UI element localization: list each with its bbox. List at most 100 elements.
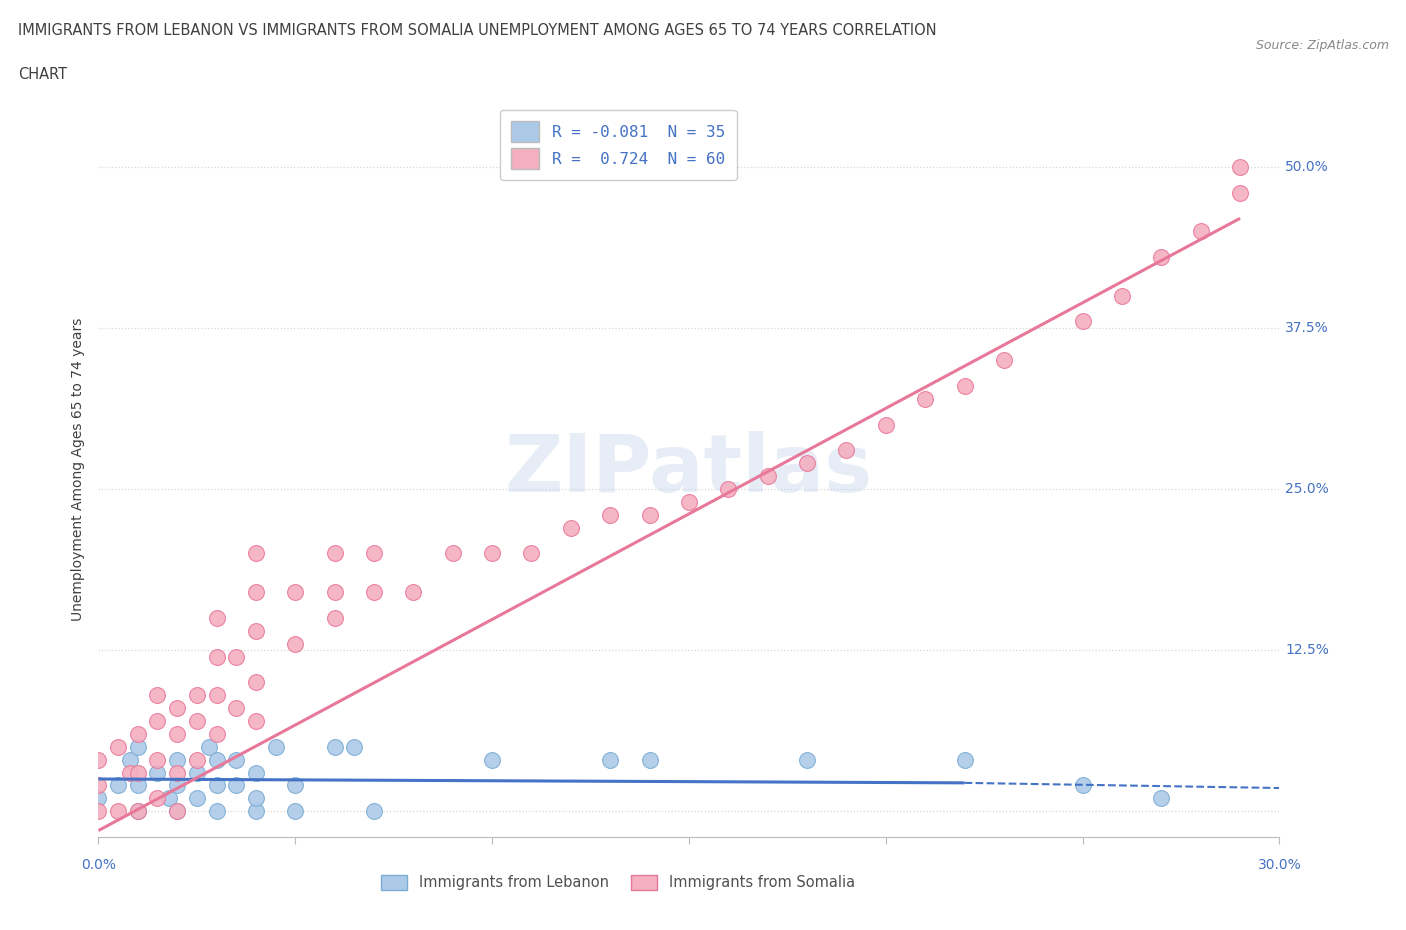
Point (205, 804, 228, 818)
Point (146, 752, 169, 767)
Point (146, 790, 169, 805)
Point (481, 752, 503, 767)
Text: 12.5%: 12.5% (1285, 644, 1329, 658)
Point (107, 804, 129, 818)
Point (284, 636, 307, 651)
Point (127, 765, 149, 780)
Point (166, 804, 188, 818)
Point (186, 752, 208, 767)
Point (205, 752, 228, 767)
Point (87, 804, 110, 818)
Point (225, 649, 247, 664)
Point (402, 585, 425, 600)
Point (107, 739, 129, 754)
Point (205, 726, 228, 741)
Point (796, 752, 818, 767)
Text: 30.0%: 30.0% (1257, 857, 1302, 871)
Point (186, 688, 208, 703)
Text: 37.5%: 37.5% (1285, 321, 1329, 335)
Point (323, 585, 346, 600)
Point (363, 585, 385, 600)
Text: CHART: CHART (18, 67, 67, 82)
Text: 0.0%: 0.0% (82, 857, 115, 871)
Point (953, 752, 976, 767)
Point (146, 765, 169, 780)
Point (245, 675, 267, 690)
Point (1229, 159, 1251, 174)
Point (225, 700, 247, 715)
Point (118, 765, 141, 780)
Point (205, 610, 228, 625)
Point (914, 392, 936, 406)
Point (441, 546, 464, 561)
Point (205, 649, 228, 664)
Point (1111, 288, 1133, 303)
Point (127, 739, 149, 754)
Point (953, 379, 976, 393)
Point (1150, 249, 1173, 264)
Text: Source: ZipAtlas.com: Source: ZipAtlas.com (1256, 39, 1389, 52)
Point (127, 726, 149, 741)
Point (796, 456, 818, 471)
Point (343, 739, 366, 754)
Point (166, 778, 188, 793)
Point (678, 495, 700, 510)
Point (166, 765, 188, 780)
Text: ZIPatlas: ZIPatlas (505, 431, 873, 509)
Point (1071, 314, 1094, 329)
Point (245, 765, 267, 780)
Point (993, 352, 1015, 367)
Point (284, 778, 307, 793)
Point (717, 482, 740, 497)
Point (363, 804, 385, 818)
Point (166, 804, 188, 818)
Point (245, 585, 267, 600)
Point (1229, 185, 1251, 200)
Point (87, 752, 110, 767)
Point (146, 688, 169, 703)
Point (245, 623, 267, 638)
Point (186, 790, 208, 805)
Point (323, 610, 346, 625)
Point (87, 790, 110, 805)
Point (264, 739, 287, 754)
Point (520, 546, 543, 561)
Point (245, 790, 267, 805)
Point (599, 752, 621, 767)
Point (146, 713, 169, 728)
Point (166, 700, 188, 715)
Point (87, 778, 110, 793)
Point (166, 726, 188, 741)
Point (205, 778, 228, 793)
Point (245, 804, 267, 818)
Point (835, 443, 858, 458)
Point (186, 713, 208, 728)
Point (118, 752, 141, 767)
Point (323, 739, 346, 754)
Point (638, 752, 661, 767)
Text: 25.0%: 25.0% (1285, 482, 1329, 496)
Text: IMMIGRANTS FROM LEBANON VS IMMIGRANTS FROM SOMALIA UNEMPLOYMENT AMONG AGES 65 TO: IMMIGRANTS FROM LEBANON VS IMMIGRANTS FR… (18, 23, 936, 38)
Point (1071, 778, 1094, 793)
Point (245, 713, 267, 728)
Point (284, 804, 307, 818)
Point (127, 778, 149, 793)
Legend: Immigrants from Lebanon, Immigrants from Somalia: Immigrants from Lebanon, Immigrants from… (375, 869, 860, 896)
Point (323, 546, 346, 561)
Point (225, 752, 247, 767)
Point (166, 752, 188, 767)
Point (875, 417, 897, 432)
Point (127, 804, 149, 818)
Point (107, 778, 129, 793)
Point (481, 546, 503, 561)
Point (1189, 224, 1212, 239)
Point (245, 546, 267, 561)
Point (599, 508, 621, 523)
Point (186, 765, 208, 780)
Y-axis label: Unemployment Among Ages 65 to 74 years: Unemployment Among Ages 65 to 74 years (72, 318, 86, 621)
Point (363, 546, 385, 561)
Point (284, 585, 307, 600)
Point (225, 778, 247, 793)
Point (205, 688, 228, 703)
Text: 50.0%: 50.0% (1285, 160, 1329, 174)
